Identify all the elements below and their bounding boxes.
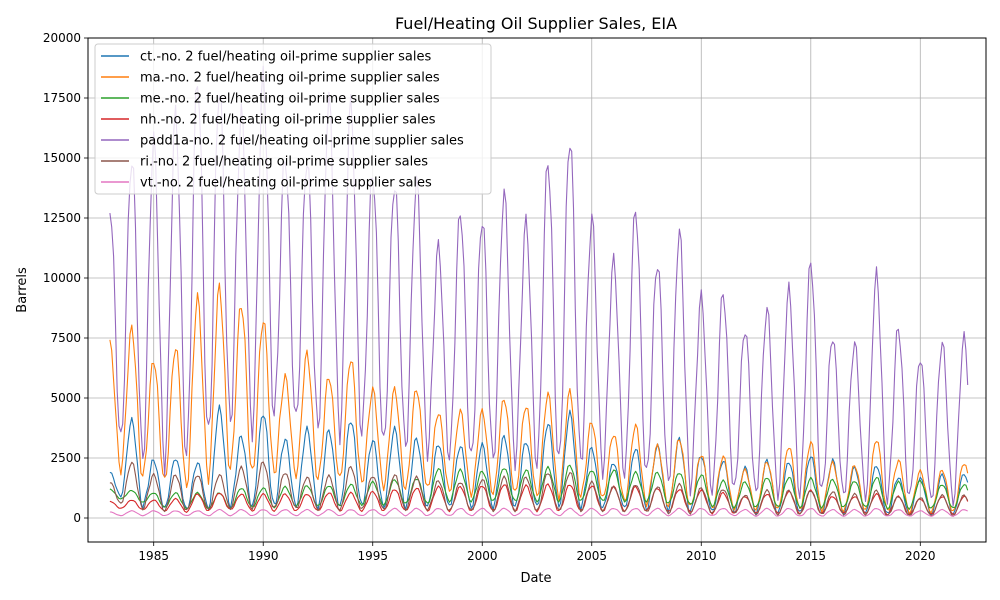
legend: ct.-no. 2 fuel/heating oil-prime supplie…: [94, 43, 492, 195]
legend-label: vt.-no. 2 fuel/heating oil-prime supplie…: [140, 176, 432, 191]
y-axis-label: Barrels: [15, 267, 30, 313]
legend-label: me.-no. 2 fuel/heating oil-prime supplie…: [140, 92, 440, 107]
y-tick-label: 7500: [50, 331, 81, 345]
legend-label: ri.-no. 2 fuel/heating oil-prime supplie…: [140, 155, 428, 170]
y-axis-ticks: 0 2500 5000 7500 10000 12500 15000 17500 20000: [43, 31, 88, 525]
legend-frame: [94, 43, 492, 195]
y-tick-label: 5000: [50, 391, 81, 405]
series-line-1: [109, 282, 969, 515]
series-lines: [109, 65, 969, 517]
legend-label: nh.-no. 2 fuel/heating oil-prime supplie…: [140, 113, 436, 128]
y-tick-label: 2500: [50, 451, 81, 465]
series-line-4: [109, 65, 969, 507]
y-tick-label: 20000: [43, 31, 81, 45]
y-tick-label: 12500: [43, 211, 81, 225]
x-tick-label: 2020: [905, 549, 936, 563]
series-line-5: [109, 461, 969, 517]
x-axis-label: Date: [520, 571, 551, 586]
x-tick-label: 1990: [248, 549, 279, 563]
x-tick-label: 2000: [467, 549, 498, 563]
y-tick-label: 10000: [43, 271, 81, 285]
x-axis-ticks: 1985 1990 1995 2000 2005 2010 2015 2020: [138, 542, 936, 563]
y-tick-label: 0: [73, 511, 81, 525]
x-tick-label: 2005: [576, 549, 607, 563]
series-line-0: [109, 404, 969, 517]
legend-label: ct.-no. 2 fuel/heating oil-prime supplie…: [140, 50, 431, 65]
x-tick-label: 2010: [686, 549, 717, 563]
chart-title: Fuel/Heating Oil Supplier Sales, EIA: [395, 14, 677, 33]
legend-items: ct.-no. 2 fuel/heating oil-prime supplie…: [101, 50, 464, 191]
x-tick-label: 2015: [796, 549, 827, 563]
series-line-6: [109, 507, 968, 517]
legend-label: ma.-no. 2 fuel/heating oil-prime supplie…: [140, 71, 440, 86]
x-tick-label: 1985: [138, 549, 169, 563]
legend-label: padd1a-no. 2 fuel/heating oil-prime supp…: [140, 134, 464, 149]
y-tick-label: 15000: [43, 151, 81, 165]
y-tick-label: 17500: [43, 91, 81, 105]
x-tick-label: 1995: [357, 549, 388, 563]
plot-frame: [87, 37, 987, 543]
